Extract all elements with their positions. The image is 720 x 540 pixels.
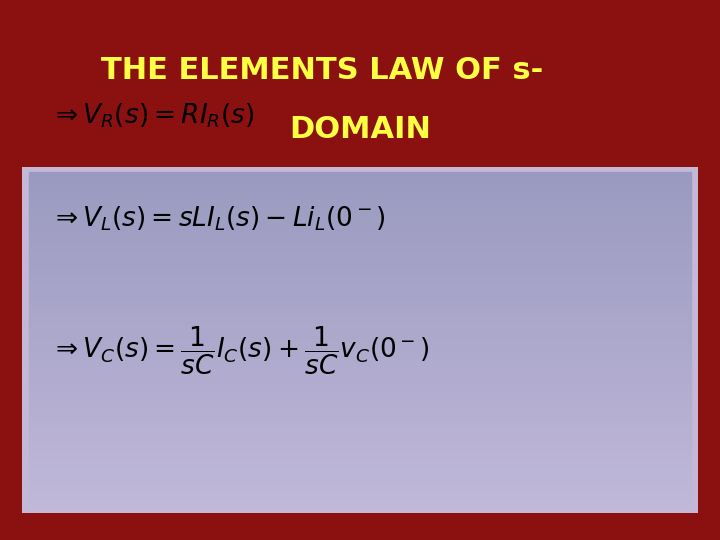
Bar — [29, 239, 691, 248]
Bar — [29, 264, 691, 273]
Bar — [29, 314, 691, 323]
Bar — [29, 381, 691, 390]
Bar — [29, 373, 691, 382]
Bar — [29, 464, 691, 474]
Bar — [29, 255, 691, 265]
Bar — [29, 456, 691, 465]
Bar — [29, 339, 691, 349]
Bar — [29, 188, 691, 198]
Bar — [29, 306, 691, 315]
Bar — [29, 364, 691, 374]
Bar — [29, 356, 691, 365]
FancyBboxPatch shape — [22, 167, 698, 513]
Bar — [29, 448, 691, 457]
Bar — [29, 415, 691, 424]
Bar — [29, 440, 691, 449]
Text: $\Rightarrow V_R(s) = RI_R(s)$: $\Rightarrow V_R(s) = RI_R(s)$ — [50, 102, 255, 130]
Bar — [29, 247, 691, 256]
Bar — [29, 297, 691, 307]
Bar — [29, 406, 691, 416]
Bar — [29, 180, 691, 190]
Bar — [29, 280, 691, 290]
Bar — [29, 222, 691, 232]
Bar — [29, 289, 691, 298]
Bar — [29, 348, 691, 357]
Bar — [29, 431, 691, 441]
Bar — [29, 272, 691, 281]
Text: $\Rightarrow V_C(s) = \dfrac{1}{sC}I_C(s) + \dfrac{1}{sC}v_C(0^-)$: $\Rightarrow V_C(s) = \dfrac{1}{sC}I_C(s… — [50, 325, 430, 377]
Bar — [29, 230, 691, 240]
Bar — [29, 205, 691, 214]
Text: DOMAIN: DOMAIN — [289, 115, 431, 144]
Bar — [29, 423, 691, 432]
Bar — [29, 322, 691, 332]
Bar — [29, 498, 691, 508]
Bar — [29, 482, 691, 491]
Bar — [29, 214, 691, 223]
Bar — [29, 473, 691, 483]
Bar — [29, 172, 691, 181]
Bar — [29, 389, 691, 399]
Text: $\Rightarrow V_L(s) = sLI_L(s) - Li_L(0^-)$: $\Rightarrow V_L(s) = sLI_L(s) - Li_L(0^… — [50, 205, 387, 233]
Bar — [29, 197, 691, 206]
Bar — [29, 397, 691, 407]
Text: THE ELEMENTS LAW OF s-: THE ELEMENTS LAW OF s- — [101, 56, 543, 85]
Bar — [29, 490, 691, 499]
Bar — [29, 330, 691, 340]
